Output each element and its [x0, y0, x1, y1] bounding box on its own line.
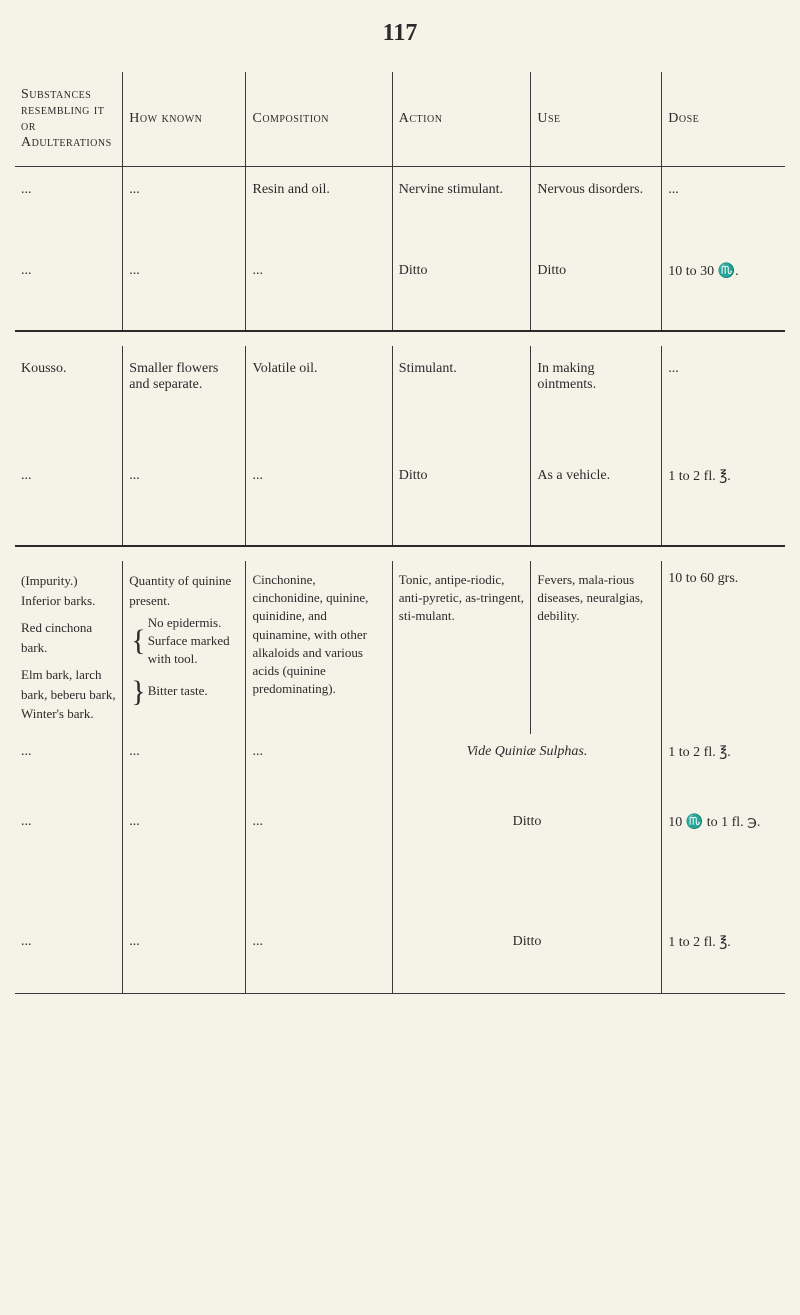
vide-text: Vide Quiniæ Sulphas.	[467, 744, 588, 759]
cell-c5: As a vehicle.	[531, 453, 662, 546]
spacer	[15, 331, 785, 346]
how-known-block: Quantity of quinine present. { No epider…	[129, 571, 239, 707]
cell-c6: 1 to 2 fl. ℥.	[662, 924, 785, 994]
cell-c1: Kousso.	[15, 346, 123, 453]
cell-c4: Tonic, antipe-riodic, anti-pyretic, as-t…	[392, 561, 531, 734]
cell-c4: Ditto	[392, 248, 531, 331]
cell-c1: ...	[15, 167, 123, 249]
red-cinchona-label: Red cinchona bark.	[21, 618, 116, 657]
cell-c3: ...	[246, 924, 392, 994]
cell-c3: ...	[246, 248, 392, 331]
cell-c1: ...	[15, 804, 123, 924]
brace-right-icon: }	[129, 677, 147, 707]
cell-c1: ...	[15, 453, 123, 546]
impurity-block: (Impurity.) Inferior barks. Red cinchona…	[21, 571, 116, 724]
header-substances: Substances resembling it or Adulteration…	[15, 72, 123, 167]
header-substances-text: Substances resembling it or Adulteration…	[21, 87, 112, 150]
page-number: 117	[15, 20, 785, 47]
header-dose: Dose	[662, 72, 785, 167]
cell-c5: Nervous disorders.	[531, 167, 662, 249]
cell-ditto: Ditto	[392, 924, 661, 994]
cell-c5: In making ointments.	[531, 346, 662, 453]
cell-c2: ...	[123, 453, 246, 546]
cell-c2: ...	[123, 167, 246, 249]
header-action-text: Action	[399, 111, 443, 126]
cell-c1: ...	[15, 734, 123, 804]
table-row: (Impurity.) Inferior barks. Red cinchona…	[15, 561, 785, 734]
quantity-text: Quantity of quinine present.	[129, 571, 239, 610]
table-row: ... ... ... Vide Quiniæ Sulphas. 1 to 2 …	[15, 734, 785, 804]
table-row: Kousso. Smaller flowers and separate. Vo…	[15, 346, 785, 453]
cell-c2: Smaller flowers and separate.	[123, 346, 246, 453]
header-composition: Composition	[246, 72, 392, 167]
table-row: ... ... ... Ditto 10 ♏ to 1 fl. ℈.	[15, 804, 785, 924]
header-how-known: How known	[123, 72, 246, 167]
header-action: Action	[392, 72, 531, 167]
main-table: Substances resembling it or Adulteration…	[15, 72, 785, 994]
cell-c2: ...	[123, 924, 246, 994]
cell-c2: Quantity of quinine present. { No epider…	[123, 561, 246, 734]
cell-c4: Stimulant.	[392, 346, 531, 453]
inferior-barks-label: Inferior barks.	[21, 591, 116, 611]
brace-left-icon: {	[129, 626, 147, 656]
cell-c3: ...	[246, 453, 392, 546]
cell-c6: 1 to 2 fl. ℥.	[662, 734, 785, 804]
header-dose-text: Dose	[668, 111, 699, 126]
page-container: 117 Substances resembling it or Adultera…	[0, 0, 800, 1315]
cell-c5: Fevers, mala-rious diseases, neuralgias,…	[531, 561, 662, 734]
header-use: Use	[531, 72, 662, 167]
cell-c6: 10 to 60 grs.	[662, 561, 785, 734]
cell-c3: Resin and oil.	[246, 167, 392, 249]
cell-c6: ...	[662, 167, 785, 249]
bitter-taste-text: Bitter taste.	[148, 682, 240, 700]
brace-block-2: } Bitter taste.	[129, 677, 239, 707]
cell-c4: Ditto	[392, 453, 531, 546]
cell-c2: ...	[123, 734, 246, 804]
spacer	[15, 546, 785, 561]
brace-block-1: { No epidermis. Surface marked with tool…	[129, 614, 239, 669]
cell-c3: ...	[246, 804, 392, 924]
table-row: ... ... Resin and oil. Nervine stimulant…	[15, 167, 785, 249]
cell-c6: 10 ♏ to 1 fl. ℈.	[662, 804, 785, 924]
header-how-known-text: How known	[129, 111, 202, 126]
cell-c2: ...	[123, 248, 246, 331]
cell-ditto: Ditto	[392, 804, 661, 924]
header-use-text: Use	[537, 111, 560, 126]
cell-c1: (Impurity.) Inferior barks. Red cinchona…	[15, 561, 123, 734]
cell-c2: ...	[123, 804, 246, 924]
impurity-label: (Impurity.)	[21, 571, 116, 591]
table-row: ... ... ... Ditto Ditto 10 to 30 ♏.	[15, 248, 785, 331]
cell-c3: Volatile oil.	[246, 346, 392, 453]
table-row: ... ... ... Ditto As a vehicle. 1 to 2 f…	[15, 453, 785, 546]
cell-c6: 10 to 30 ♏.	[662, 248, 785, 331]
header-composition-text: Composition	[252, 111, 329, 126]
table-row: ... ... ... Ditto 1 to 2 fl. ℥.	[15, 924, 785, 994]
cell-c6: ...	[662, 346, 785, 453]
cell-c1: ...	[15, 924, 123, 994]
cell-c4: Nervine stimulant.	[392, 167, 531, 249]
cell-vide: Vide Quiniæ Sulphas.	[392, 734, 661, 804]
cell-c1: ...	[15, 248, 123, 331]
cell-c5: Ditto	[531, 248, 662, 331]
bark-list-label: Elm bark, larch bark, beberu bark, Winte…	[21, 665, 116, 724]
cell-c3: ...	[246, 734, 392, 804]
cell-c6: 1 to 2 fl. ℥.	[662, 453, 785, 546]
epidermis-text: No epidermis. Surface marked with tool.	[148, 614, 240, 669]
table-header-row: Substances resembling it or Adulteration…	[15, 72, 785, 167]
cell-c3: Cinchonine, cinchonidine, quinine, quini…	[246, 561, 392, 734]
